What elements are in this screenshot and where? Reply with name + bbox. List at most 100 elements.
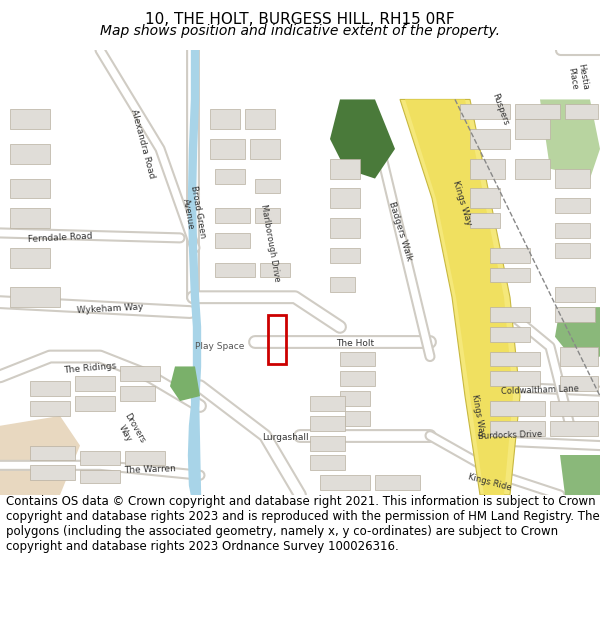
Text: Marlborough Drive: Marlborough Drive [259,203,281,282]
Polygon shape [405,99,513,495]
Polygon shape [255,208,280,223]
Polygon shape [470,213,500,228]
Polygon shape [310,456,345,470]
Polygon shape [30,381,70,396]
Polygon shape [555,288,595,302]
Text: Hestia
Place: Hestia Place [566,63,590,92]
Text: Map shows position and indicative extent of the property.: Map shows position and indicative extent… [100,24,500,38]
Polygon shape [80,451,120,466]
Polygon shape [340,371,375,386]
Polygon shape [210,109,240,129]
Text: Kings Way: Kings Way [451,179,473,227]
Text: Drovers
Way: Drovers Way [113,411,146,450]
Polygon shape [490,401,545,416]
Polygon shape [215,169,245,184]
Polygon shape [255,179,280,193]
Polygon shape [210,139,245,159]
Polygon shape [375,475,420,490]
Polygon shape [560,347,598,366]
Polygon shape [565,104,598,119]
Text: Ferndale Road: Ferndale Road [28,232,92,244]
Text: Coldwaltham Lane: Coldwaltham Lane [501,384,579,396]
Polygon shape [320,475,370,490]
Polygon shape [310,416,345,431]
Polygon shape [555,307,600,361]
Polygon shape [560,456,600,495]
Text: Badgers Walk: Badgers Walk [386,200,413,262]
Polygon shape [310,436,345,451]
Polygon shape [330,248,360,262]
Polygon shape [490,327,530,342]
Text: Ruspers: Ruspers [490,92,510,127]
Text: Lurgashall: Lurgashall [262,433,308,442]
Polygon shape [515,159,550,179]
Polygon shape [515,104,560,119]
Polygon shape [540,99,600,179]
Polygon shape [0,416,80,495]
Polygon shape [10,248,50,268]
Polygon shape [460,104,510,119]
Polygon shape [10,208,50,228]
Text: The Ridings: The Ridings [63,362,117,375]
Text: Burdocks Drive: Burdocks Drive [478,430,542,441]
Polygon shape [490,248,530,262]
Polygon shape [215,208,250,223]
Polygon shape [470,129,510,149]
Polygon shape [470,189,500,208]
Polygon shape [170,366,200,401]
Polygon shape [30,466,75,480]
Polygon shape [555,307,595,322]
Polygon shape [555,198,590,213]
Polygon shape [10,144,50,164]
Polygon shape [490,371,540,386]
Polygon shape [490,421,545,436]
Polygon shape [515,119,550,139]
Text: Alexandra Road: Alexandra Road [130,108,157,179]
Polygon shape [10,109,50,129]
Polygon shape [80,470,120,483]
Polygon shape [550,401,598,416]
Polygon shape [310,396,345,411]
Polygon shape [330,159,360,179]
Polygon shape [330,218,360,238]
Polygon shape [490,307,530,322]
Polygon shape [490,352,540,366]
Text: Broad Green
Avenue: Broad Green Avenue [179,185,207,241]
Polygon shape [330,189,360,208]
Polygon shape [30,401,70,416]
Polygon shape [215,262,255,278]
Text: The Holt: The Holt [336,339,374,348]
Polygon shape [215,233,250,248]
Polygon shape [260,262,290,278]
Polygon shape [345,411,370,426]
Polygon shape [340,352,375,366]
Polygon shape [30,446,75,461]
Polygon shape [75,396,115,411]
Polygon shape [490,268,530,282]
Polygon shape [555,223,590,238]
Text: Wykeham Way: Wykeham Way [76,303,143,316]
Polygon shape [470,159,505,179]
Text: Kings Way: Kings Way [470,394,486,438]
Polygon shape [125,451,165,466]
Text: The Warren: The Warren [124,464,176,475]
Polygon shape [330,278,355,292]
Polygon shape [555,169,590,189]
Polygon shape [75,376,115,391]
Polygon shape [555,243,590,258]
Polygon shape [120,386,155,401]
Polygon shape [10,179,50,198]
Text: Contains OS data © Crown copyright and database right 2021. This information is : Contains OS data © Crown copyright and d… [6,495,600,553]
Polygon shape [560,376,598,391]
Polygon shape [250,139,280,159]
Bar [268,315,286,364]
Polygon shape [120,366,160,381]
Polygon shape [340,391,370,406]
Text: Kings Ride: Kings Ride [467,472,512,492]
Polygon shape [10,288,60,307]
Text: 10, THE HOLT, BURGESS HILL, RH15 0RF: 10, THE HOLT, BURGESS HILL, RH15 0RF [145,12,455,28]
Polygon shape [550,421,598,436]
Polygon shape [330,99,395,179]
Polygon shape [400,99,520,495]
Polygon shape [245,109,275,129]
